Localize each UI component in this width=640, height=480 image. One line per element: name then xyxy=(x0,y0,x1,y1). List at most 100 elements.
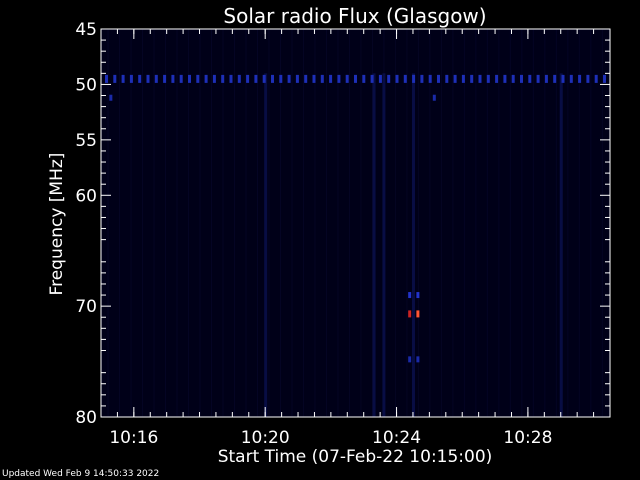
band-dot xyxy=(412,74,416,83)
faint-streak xyxy=(222,29,224,417)
band-dot xyxy=(503,74,507,83)
band-dot xyxy=(536,74,540,83)
faint-streak xyxy=(452,29,454,417)
faint-streak xyxy=(119,29,121,417)
band-dot xyxy=(569,74,573,83)
band-dot xyxy=(486,74,490,83)
band-dot xyxy=(329,74,333,83)
band-dot xyxy=(163,74,167,83)
vertical-streak xyxy=(372,73,376,417)
band-dot xyxy=(271,74,274,83)
band-dot xyxy=(478,74,482,83)
band-dot xyxy=(403,74,407,83)
x-tick-label: 10:24 xyxy=(372,428,421,448)
faint-streak xyxy=(498,29,500,417)
band-dot xyxy=(495,74,499,83)
band-dot xyxy=(594,74,598,83)
faint-streak xyxy=(486,29,488,417)
x-axis-ticks: 10:16 10:20 10:24 10:28 xyxy=(109,29,595,448)
band-dot xyxy=(453,74,457,83)
faint-streak xyxy=(211,29,213,417)
burst-feature xyxy=(416,310,420,318)
faint-streak xyxy=(165,29,167,417)
faint-streak xyxy=(302,29,304,417)
vertical-streak xyxy=(264,73,268,417)
band-dot xyxy=(354,74,357,83)
faint-streak xyxy=(142,29,144,417)
y-tick-label: 70 xyxy=(75,297,97,317)
band-dot xyxy=(254,74,258,83)
y-tick-label: 45 xyxy=(75,20,97,40)
faint-streak xyxy=(360,29,362,417)
plot-area xyxy=(101,29,610,417)
faint-streak xyxy=(256,29,258,417)
faint-streak xyxy=(475,29,477,417)
faint-streak xyxy=(337,29,339,417)
band-dot xyxy=(295,74,299,83)
burst-feature xyxy=(109,94,113,101)
band-dot xyxy=(262,74,266,83)
faint-streak xyxy=(233,29,235,417)
band-dot xyxy=(578,74,582,83)
y-tick-label: 50 xyxy=(75,75,97,95)
y-tick-label: 80 xyxy=(75,408,97,428)
band-dot xyxy=(154,74,158,83)
faint-streak xyxy=(199,29,201,417)
band-dot xyxy=(553,74,557,83)
faint-streak xyxy=(314,29,316,417)
faint-streak xyxy=(348,29,350,417)
x-tick-label: 10:28 xyxy=(503,428,552,448)
interference-band xyxy=(105,74,606,83)
faint-streak xyxy=(509,29,511,417)
plot-frame xyxy=(100,28,611,418)
chart-title: Solar radio Flux (Glasgow) xyxy=(223,4,486,28)
band-dot xyxy=(279,74,283,83)
faint-streak xyxy=(245,29,247,417)
band-dot xyxy=(312,74,316,83)
vertical-streak xyxy=(382,73,386,417)
band-dot xyxy=(105,74,108,83)
x-tick-label: 10:20 xyxy=(241,428,290,448)
burst-feature xyxy=(416,292,420,299)
band-dot xyxy=(204,74,208,83)
band-dot xyxy=(528,74,532,83)
band-dot xyxy=(229,74,233,83)
faint-streak xyxy=(371,29,373,417)
burst-feature xyxy=(408,292,412,299)
band-dot xyxy=(146,74,150,83)
band-dot xyxy=(345,74,349,83)
faint-streak xyxy=(532,29,534,417)
faint-streak xyxy=(107,29,109,417)
x-axis-label: Start Time (07-Feb-22 10:15:00) xyxy=(218,447,493,467)
y-tick-label: 55 xyxy=(75,131,97,151)
faint-streak xyxy=(555,29,557,417)
band-dot xyxy=(221,74,225,83)
band-dot xyxy=(428,74,432,83)
vertical-streaks xyxy=(107,29,603,417)
faint-streak xyxy=(544,29,546,417)
band-dot xyxy=(304,74,308,83)
burst-feature xyxy=(416,356,420,363)
faint-streak xyxy=(130,29,132,417)
band-dot xyxy=(511,74,515,83)
band-dot xyxy=(470,74,474,83)
burst-feature xyxy=(408,356,412,363)
faint-streak xyxy=(440,29,442,417)
band-dot xyxy=(445,74,449,83)
faint-streak xyxy=(291,29,293,417)
faint-streak xyxy=(463,29,465,417)
band-dot xyxy=(171,74,175,83)
band-dot xyxy=(337,74,341,83)
faint-streak xyxy=(394,29,396,417)
band-dot xyxy=(129,74,133,83)
band-dot xyxy=(179,74,183,83)
band-dot xyxy=(395,74,399,83)
band-dot xyxy=(603,74,606,83)
burst-features xyxy=(109,94,436,363)
band-dot xyxy=(461,74,465,83)
faint-streak xyxy=(325,29,327,417)
faint-streak xyxy=(578,29,580,417)
band-dot xyxy=(387,74,391,83)
band-dot xyxy=(362,74,366,83)
